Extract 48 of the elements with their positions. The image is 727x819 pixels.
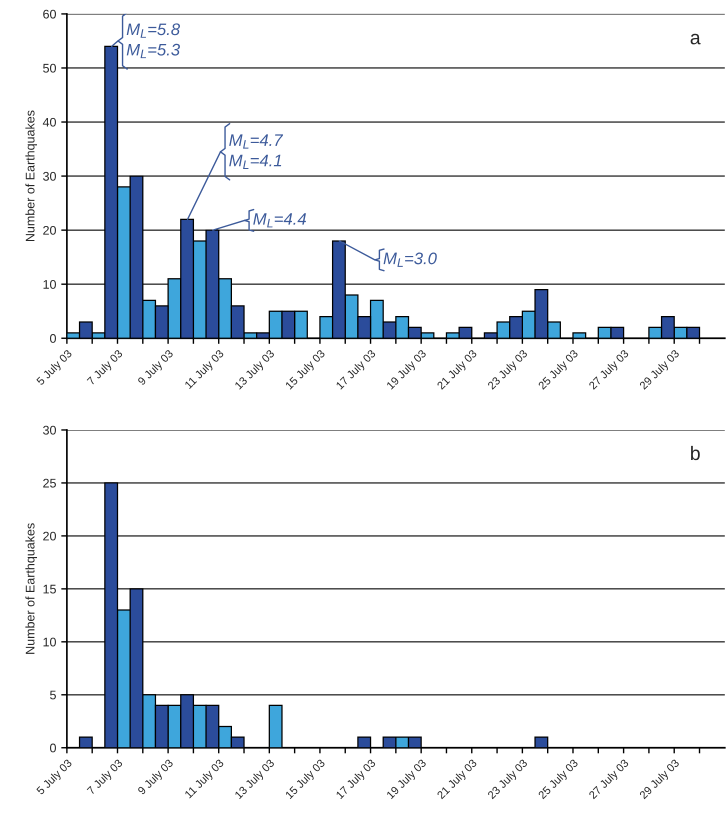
- annotation: a: [690, 34, 701, 44]
- y-axis-title: Number of Earthquakes: [25, 110, 38, 242]
- x-tick-label: 23 July 03: [486, 349, 530, 392]
- y-tick-label: 10: [44, 280, 56, 289]
- x-tick-label: 13 July 03: [234, 758, 276, 801]
- x-tick-label: 13 July 03: [234, 349, 276, 392]
- x-tick-label: 11 July 03: [184, 349, 226, 391]
- y-tick-label: 60: [43, 10, 56, 19]
- x-tick-label: 15 July 03: [284, 758, 327, 801]
- y-tick-label: 40: [42, 118, 56, 127]
- x-tick-label: 23 July 03: [486, 758, 530, 801]
- y-tick-label: 50: [43, 64, 56, 73]
- x-tick-label: 19 July 03: [386, 758, 428, 801]
- x-tick-label: 29 July 03: [638, 349, 682, 392]
- x-tick-label: 25 July 03: [538, 349, 580, 392]
- x-tick-label: 9 July 03: [137, 758, 176, 797]
- x-tick-label: 17 July 03: [335, 349, 378, 392]
- x-tick-label: 21 July 03: [436, 349, 479, 392]
- annotation: M$_{L}$=4.7 M$_{L}$=4.1: [229, 134, 284, 169]
- y-tick-label: 25: [43, 478, 56, 488]
- y-tick-label: 20: [43, 532, 56, 541]
- y-tick-label: 15: [44, 584, 56, 594]
- annotation: M$_{L}$=3.0: [384, 252, 437, 267]
- x-tick-label: 29 July 03: [638, 758, 682, 801]
- x-tick-label: 7 July 03: [86, 349, 124, 388]
- y-tick-label: 20: [43, 226, 56, 235]
- y-tick-label: 30: [43, 426, 56, 435]
- x-tick-label: 11 July 03: [184, 758, 226, 800]
- x-tick-label: 5 July 03: [36, 349, 74, 388]
- y-tick-label: 10: [44, 638, 56, 646]
- x-tick-label: 27 July 03: [588, 349, 631, 392]
- annotation: M$_{L}$=5.8 M$_{L}$=5.3: [126, 23, 180, 58]
- x-tick-label: 7 July 03: [86, 758, 124, 797]
- x-tick-label: 25 July 03: [538, 758, 580, 801]
- y-tick-label: 0: [50, 744, 56, 752]
- x-tick-label: 19 July 03: [386, 349, 428, 392]
- annotation: b: [691, 446, 700, 460]
- y-axis-title: Number of Earthquakes: [25, 523, 38, 654]
- x-tick-label: 27 July 03: [588, 758, 631, 801]
- x-tick-label: 5 July 03: [36, 758, 74, 797]
- y-tick-label: 30: [43, 172, 56, 181]
- x-tick-label: 21 July 03: [436, 758, 479, 801]
- y-tick-label: 0: [50, 334, 56, 343]
- x-tick-label: 9 July 03: [137, 349, 176, 388]
- x-tick-label: 17 July 03: [335, 758, 378, 801]
- annotation: M$_{L}$=4.4: [253, 213, 306, 228]
- y-tick-label: 5: [50, 690, 56, 700]
- x-tick-label: 15 July 03: [284, 349, 327, 392]
